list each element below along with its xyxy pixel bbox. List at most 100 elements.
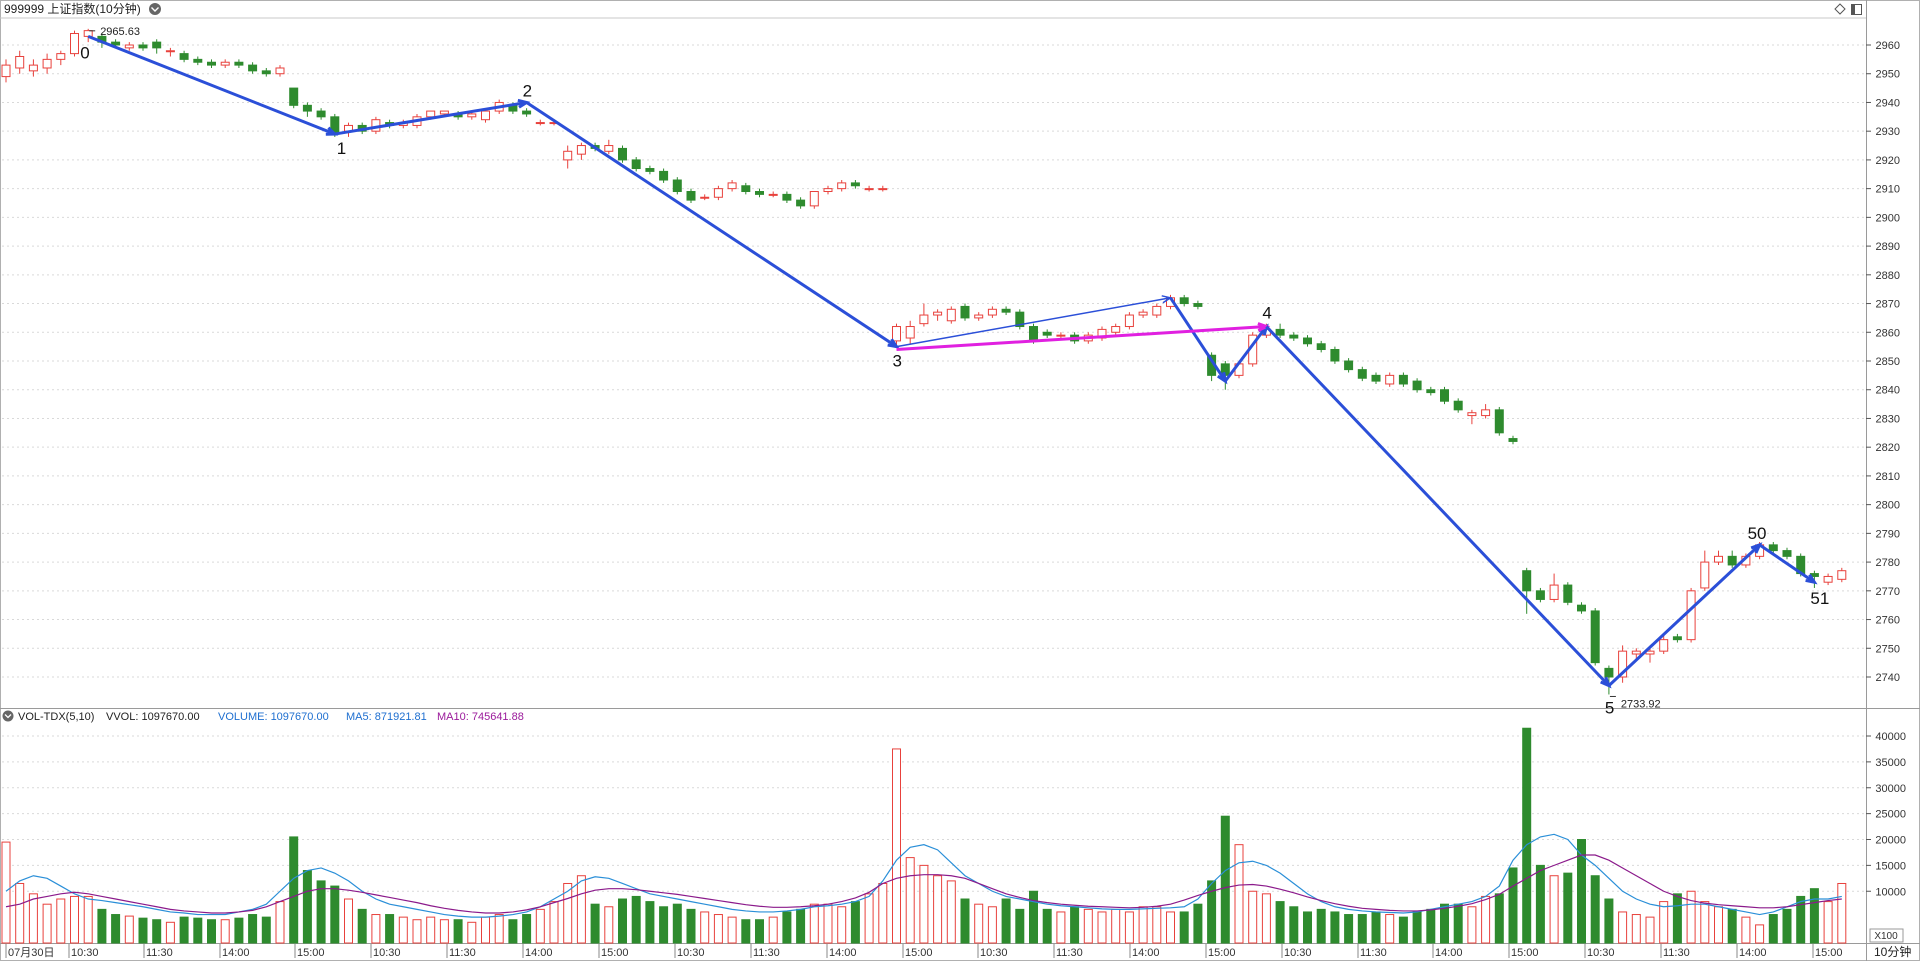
candle-body: [28, 64, 38, 72]
xaxis-tick-label: 11:30: [449, 947, 476, 959]
volume-bar: [275, 901, 285, 944]
candle-body: [138, 44, 148, 49]
candle-body: [713, 188, 723, 198]
volume-tick-label: 20000: [1875, 835, 1906, 847]
price-tick-label: 2920: [1876, 155, 1900, 167]
volume-bar: [1179, 911, 1189, 944]
candle-body: [755, 191, 764, 195]
volume-bar: [1755, 924, 1765, 944]
chevron-down-icon[interactable]: [149, 3, 161, 15]
candle-body: [837, 182, 847, 190]
candle-body: [1316, 343, 1326, 351]
xaxis-tick-label: 11:30: [1360, 947, 1387, 959]
volume-bar: [1042, 908, 1052, 944]
volume-bar: [713, 914, 723, 944]
volume-bar: [1275, 901, 1285, 944]
chevron-circle: [149, 3, 161, 15]
candle-body: [864, 188, 874, 191]
volume-bar: [97, 908, 107, 944]
price-tick-label: 2860: [1876, 327, 1900, 339]
volume-bar: [987, 906, 997, 944]
candle-body: [1152, 305, 1162, 316]
volume-bar: [1152, 906, 1162, 944]
wave-line-a-b: [1169, 296, 1227, 382]
volume-bar: [1727, 908, 1737, 944]
volume-bar: [1686, 890, 1696, 944]
price-tick-label: 2800: [1876, 500, 1900, 512]
volume-bar: [412, 919, 422, 944]
candle-body: [1563, 584, 1573, 603]
xaxis-tick-label: 10:30: [1587, 947, 1615, 959]
wave-line-5-50: [1607, 543, 1761, 687]
volume-bar: [1056, 911, 1066, 944]
candle-body: [946, 308, 956, 322]
candle-body: [1577, 604, 1586, 612]
volume-chevron-icon[interactable]: [2, 710, 14, 722]
volume-bar: [1577, 839, 1586, 944]
candle-body: [426, 110, 436, 118]
xaxis-tick-label: 10:30: [1284, 947, 1312, 959]
volume-bar: [302, 870, 312, 944]
price-tick-label: 2850: [1876, 356, 1900, 368]
volume-bar: [481, 916, 490, 944]
candle-body: [686, 191, 696, 201]
xaxis-tick-label: 10:30: [71, 947, 99, 959]
volume-bar: [138, 917, 148, 944]
volume-bar: [261, 916, 271, 944]
candle-body: [1494, 409, 1504, 434]
wave-label: 50: [1748, 524, 1767, 543]
panel-toggle-icon[interactable]: [1851, 4, 1862, 15]
price-tick-label: 2880: [1876, 270, 1900, 282]
volume-bar: [1261, 893, 1271, 944]
wave-label: 5: [1605, 699, 1614, 718]
price-tick-label: 2870: [1876, 299, 1900, 311]
panel-toggle-bar: [1852, 5, 1855, 14]
volume-bar: [755, 919, 764, 944]
volume-bar: [193, 917, 203, 944]
volume-bar: [549, 901, 559, 944]
volume-bar: [1426, 908, 1436, 944]
candle-body: [1672, 636, 1682, 641]
candle-body: [1453, 400, 1463, 411]
high-label: 2965.63: [100, 26, 140, 38]
candle-body: [234, 61, 244, 66]
volume-bar: [1357, 914, 1367, 944]
volume-bar: [1, 841, 11, 944]
volume-bar: [1316, 908, 1326, 944]
volume-bar: [1837, 882, 1847, 944]
volume-bar: [535, 908, 545, 944]
volume-bar: [933, 875, 943, 944]
candle-body: [220, 61, 230, 66]
candle-body: [439, 110, 449, 115]
candle-body: [576, 145, 586, 155]
volume-bar: [1193, 903, 1203, 944]
volume-bar: [1590, 875, 1600, 944]
candle-body: [1029, 326, 1038, 342]
volume-bar: [892, 748, 901, 944]
wave-label: 1: [337, 139, 346, 158]
volume-bar: [1672, 893, 1682, 944]
price-tick-label: 2790: [1876, 528, 1900, 540]
period-label[interactable]: 10分钟: [1874, 944, 1911, 959]
volume-bar: [604, 906, 614, 944]
candle-body: [933, 311, 943, 316]
candle-body: [1467, 412, 1477, 417]
candle-body: [83, 30, 93, 37]
volume-bar: [960, 898, 970, 944]
wave-label: 3: [893, 352, 902, 371]
price-tick-label: 2750: [1876, 643, 1900, 655]
candle-body: [1138, 311, 1148, 316]
candle-body: [700, 196, 710, 199]
candle-body: [672, 179, 682, 193]
volume-bar: [508, 919, 518, 944]
candle-body: [1330, 349, 1340, 362]
volume-bar: [1508, 867, 1518, 944]
volume-bar: [1618, 911, 1628, 944]
candle-body: [850, 182, 860, 187]
candle-body: [207, 61, 216, 66]
volume-bar: [1604, 898, 1614, 944]
diamond-icon[interactable]: [1834, 3, 1846, 15]
volume-bar: [15, 882, 25, 944]
candle-body: [165, 50, 175, 53]
volume-bar: [220, 919, 230, 944]
